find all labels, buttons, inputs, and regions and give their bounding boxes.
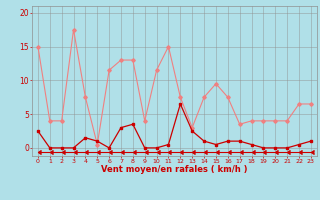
X-axis label: Vent moyen/en rafales ( km/h ): Vent moyen/en rafales ( km/h ) [101,165,248,174]
